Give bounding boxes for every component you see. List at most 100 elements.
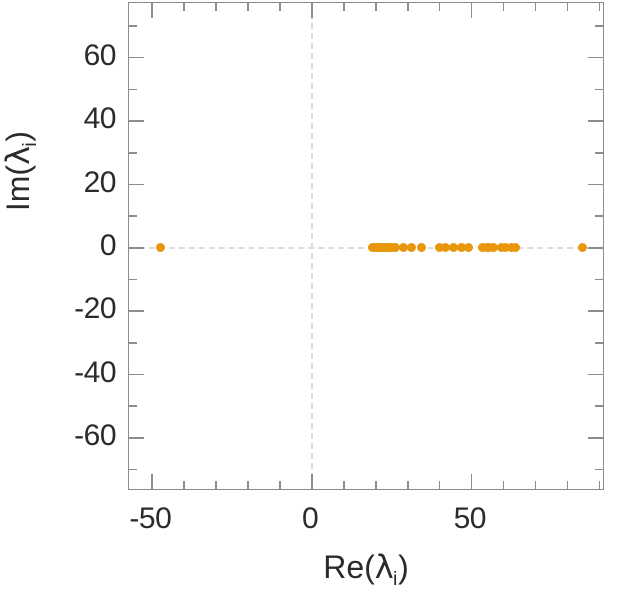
x-tick-top-major — [311, 3, 313, 18]
x-tick-minor — [566, 481, 569, 489]
x-axis-label-suffix: ) — [398, 549, 409, 585]
y-tick-right-major — [588, 373, 603, 376]
y-tick-right-major — [588, 310, 603, 312]
y-tick-major — [129, 120, 144, 122]
x-tick-minor — [279, 481, 281, 489]
y-axis-label-prefix: Im( — [0, 164, 36, 212]
y-tick-minor — [129, 215, 137, 217]
y-tick-label: 60 — [83, 38, 117, 72]
y-axis-label-subscript: i — [19, 142, 42, 147]
y-tick-major — [129, 56, 144, 59]
x-tick-major — [311, 474, 313, 489]
y-tick-minor — [129, 88, 137, 91]
data-point — [489, 242, 498, 252]
x-tick-top-minor — [502, 3, 505, 11]
y-tick-major — [129, 310, 144, 312]
y-tick-right-minor — [595, 342, 603, 344]
zero-real-reference-line — [311, 3, 314, 489]
x-axis-label: Re(λi) — [128, 548, 604, 590]
y-tick-minor — [129, 151, 137, 154]
x-tick-minor — [502, 481, 505, 489]
y-tick-label: 40 — [83, 102, 117, 136]
x-tick-top-minor — [534, 3, 537, 11]
y-tick-minor — [129, 25, 137, 27]
y-tick-label: -60 — [74, 419, 116, 453]
y-tick-major — [129, 437, 144, 439]
y-axis-label-symbol: λ — [0, 145, 37, 165]
x-tick-top-minor — [438, 3, 441, 11]
y-tick-label: 0 — [99, 229, 117, 262]
x-tick-top-minor — [215, 3, 217, 11]
x-tick-major — [470, 474, 473, 489]
x-tick-top-major — [470, 3, 473, 18]
x-tick-label: 50 — [453, 502, 487, 535]
x-tick-minor — [406, 481, 409, 489]
x-tick-top-minor — [406, 3, 409, 11]
y-tick-right-minor — [595, 405, 603, 408]
y-tick-major — [129, 247, 144, 249]
y-axis-label-suffix: ) — [0, 130, 36, 142]
y-tick-right-major — [588, 56, 603, 59]
data-point — [391, 242, 401, 252]
data-point — [448, 242, 458, 252]
y-tick-label: 20 — [83, 165, 117, 199]
y-tick-right-minor — [595, 468, 603, 471]
y-tick-right-minor — [595, 25, 603, 27]
y-axis-label: Im(λi) — [0, 0, 41, 415]
data-point — [417, 242, 427, 252]
x-tick-major — [151, 474, 153, 489]
data-point — [506, 242, 516, 252]
data-point — [406, 242, 416, 252]
x-tick-top-minor — [374, 3, 377, 11]
data-point — [441, 242, 451, 252]
y-tick-right-major — [588, 183, 603, 186]
x-tick-minor — [374, 481, 377, 489]
data-point — [464, 242, 474, 252]
y-tick-minor — [129, 278, 137, 281]
x-tick-top-minor — [247, 3, 249, 11]
y-tick-right-minor — [595, 215, 603, 217]
y-tick-minor — [129, 468, 137, 471]
y-tick-minor — [129, 405, 137, 408]
data-point — [457, 242, 467, 252]
x-tick-top-minor — [279, 3, 281, 11]
data-point — [501, 242, 511, 252]
y-tick-right-minor — [595, 88, 603, 91]
x-tick-minor — [183, 481, 185, 489]
y-tick-major — [129, 373, 144, 376]
data-point — [511, 242, 521, 252]
data-point — [435, 242, 445, 252]
y-tick-major — [129, 183, 144, 186]
zero-imaginary-reference-line — [129, 247, 603, 249]
y-tick-right-major — [588, 437, 603, 439]
x-tick-top-minor — [343, 3, 345, 11]
x-tick-top-minor — [566, 3, 569, 11]
x-tick-top-minor — [183, 3, 185, 11]
data-point — [578, 242, 588, 252]
x-tick-minor — [343, 481, 345, 489]
y-tick-label: -40 — [74, 355, 116, 389]
data-point — [156, 242, 166, 252]
y-tick-minor — [129, 342, 137, 344]
y-tick-right-minor — [595, 151, 603, 154]
x-axis-label-symbol: λ — [374, 548, 394, 586]
x-tick-top-minor — [598, 3, 601, 11]
y-tick-right-major — [588, 120, 603, 122]
x-tick-label: -50 — [129, 502, 172, 535]
x-tick-minor — [534, 481, 537, 489]
x-tick-minor — [247, 481, 249, 489]
y-tick-right-minor — [595, 278, 603, 281]
x-tick-top-major — [151, 3, 153, 18]
data-point — [399, 242, 409, 252]
x-axis-label-subscript: i — [392, 568, 398, 591]
plot-area — [128, 2, 604, 490]
x-tick-minor — [215, 481, 217, 489]
y-tick-label: -20 — [74, 292, 116, 326]
x-tick-minor — [598, 481, 601, 489]
x-tick-minor — [438, 481, 441, 489]
x-axis-label-prefix: Re( — [323, 549, 375, 585]
data-point — [496, 242, 506, 252]
x-tick-label: 0 — [302, 502, 319, 535]
y-tick-right-major — [588, 247, 603, 249]
